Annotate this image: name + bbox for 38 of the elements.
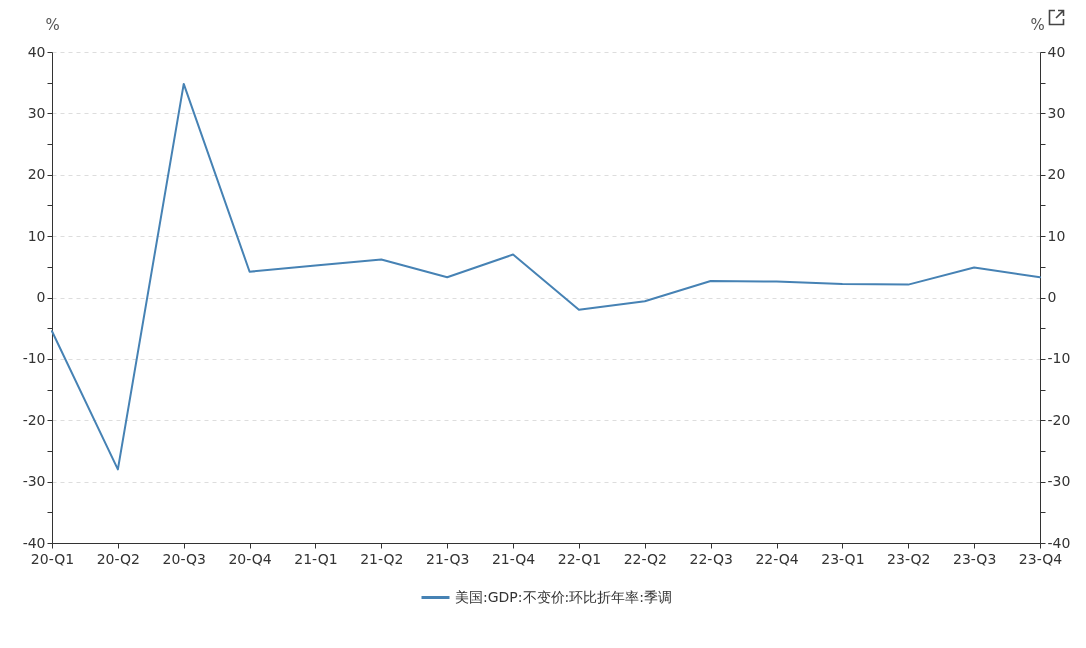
y-tick-label: -20 [22,411,46,428]
x-tick-label: 23-Q1 [821,550,865,567]
x-tick-label: 21-Q4 [491,550,536,567]
x-tick-label: 22-Q3 [689,550,733,567]
x-tick-label: 20-Q3 [162,550,206,567]
x-tick-label: 20-Q2 [96,550,141,567]
y-tick-label: 20 [27,166,46,183]
y-tick-label: -10 [22,350,46,367]
y2-tick-label: 40 [1047,43,1066,60]
y2-tick-label: 10 [1047,227,1066,244]
y2-tick-label: -10 [1047,350,1071,367]
y-tick-label: -30 [22,473,46,490]
x-tick-label: 23-Q2 [887,550,931,567]
x-tick-label: 21-Q3 [426,550,470,567]
y-tick-label: 0 [36,289,46,305]
x-tick-label: 22-Q4 [755,550,799,567]
x-tick-label: 20-Q1 [30,550,75,567]
x-tick-label: 22-Q2 [623,550,667,567]
y-tick-label: -40 [22,534,46,551]
x-tick-label: 22-Q1 [557,550,602,567]
y-tick-label: 30 [27,104,46,121]
x-tick-label: 20-Q4 [228,550,272,567]
y-tick-label: 10 [27,227,46,244]
x-tick-label: 23-Q3 [952,550,997,567]
legend-label: 美国:GDP:不变价:环比折年率:季调 [455,588,672,605]
x-tick-label: 21-Q2 [360,550,404,567]
y2-tick-label: -20 [1047,411,1071,428]
y2-tick-label: 0 [1047,289,1057,305]
y-axis-title: % [45,15,60,34]
y2-tick-label: 20 [1047,166,1066,183]
y-tick-label: 40 [27,43,46,60]
y2-tick-label: 30 [1047,104,1066,121]
y2-tick-label: -30 [1047,473,1071,490]
line-series [51,82,1041,471]
y2-tick-label: -40 [1047,534,1071,551]
x-tick-label: 23-Q4 [1018,550,1063,567]
x-tick-label: 21-Q1 [294,550,338,567]
y2-axis-title: % [1030,15,1045,34]
